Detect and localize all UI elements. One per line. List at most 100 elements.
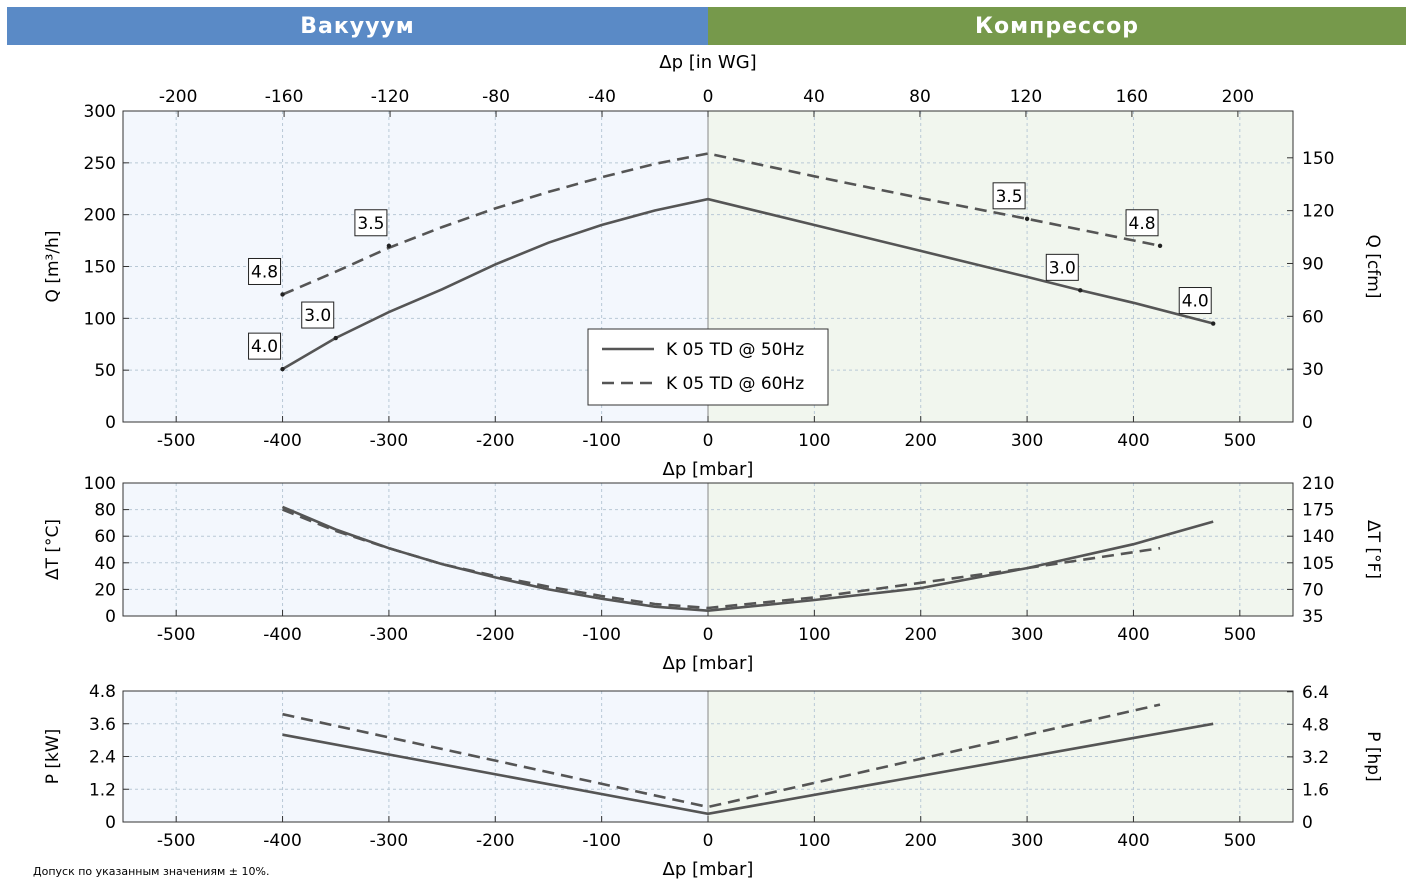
- x-axis-title: Δp [mbar]: [663, 653, 754, 674]
- x-tick-label: 400: [1117, 625, 1149, 645]
- annotation-marker: [1211, 321, 1216, 326]
- annotation-label: 3.5: [996, 187, 1023, 207]
- x-tick-label: 400: [1117, 431, 1149, 451]
- annotation-label: 3.5: [357, 214, 384, 234]
- y-tick-label: 100: [84, 474, 116, 494]
- y2-tick-label: 70: [1302, 580, 1324, 600]
- x-top-tick-label: 200: [1222, 87, 1254, 107]
- series-line-60hz: [282, 508, 1161, 610]
- x-tick-label: 200: [905, 625, 937, 645]
- annotation-label: 4.0: [1182, 292, 1209, 312]
- y-axis-title: Q [m³/h]: [43, 231, 63, 303]
- y-tick-label: 3.6: [89, 715, 116, 735]
- y-tick-label: 300: [84, 102, 116, 122]
- y2-tick-label: 35: [1302, 607, 1324, 627]
- x-top-tick-label: -40: [588, 87, 616, 107]
- y2-tick-label: 1.6: [1302, 780, 1329, 800]
- y-tick-label: 0: [105, 607, 116, 627]
- x-tick-label: -300: [370, 831, 409, 851]
- x-tick-label: 100: [798, 625, 830, 645]
- tolerance-footnote: Допуск по указанным значениям ± 10%.: [33, 865, 270, 878]
- annotation-label: 4.8: [251, 262, 278, 282]
- x-tick-label: -100: [582, 625, 621, 645]
- x-tick-label: 300: [1011, 625, 1043, 645]
- y-tick-label: 60: [94, 527, 116, 547]
- y-axis-title: P [kW]: [43, 729, 63, 785]
- annotation-label: 4.0: [251, 337, 278, 357]
- y-tick-label: 50: [94, 361, 116, 381]
- y2-axis-title: Q [cfm]: [1363, 235, 1383, 299]
- annotation-box: [248, 257, 282, 285]
- x-tick-label: 200: [905, 831, 937, 851]
- annotation-box: [1125, 209, 1159, 237]
- y2-tick-label: 0: [1302, 813, 1313, 833]
- x-tick-label: 400: [1117, 831, 1149, 851]
- y-tick-label: 20: [94, 580, 116, 600]
- x-top-tick-label: 0: [703, 87, 714, 107]
- vacuum-banner: Вакууум: [7, 7, 708, 45]
- series-line-50hz: [282, 722, 1214, 816]
- y2-tick-label: 175: [1302, 501, 1334, 521]
- x-top-axis-title: Δp [in WG]: [659, 52, 756, 73]
- x-top-tick-label: 80: [909, 87, 931, 107]
- legend-label-60hz: K 05 TD @ 60Hz: [666, 374, 804, 394]
- y2-tick-label: 90: [1302, 254, 1324, 274]
- y2-tick-label: 6.4: [1302, 683, 1329, 703]
- annotation-box: [354, 209, 388, 237]
- x-top-tick-label: 160: [1116, 87, 1148, 107]
- annotation-box: [301, 301, 335, 329]
- annotation-box: [248, 332, 282, 360]
- compressor-banner: Компрессор: [708, 7, 1406, 45]
- annotation-label: 3.0: [1049, 258, 1076, 278]
- x-tick-label: 300: [1011, 431, 1043, 451]
- y2-tick-label: 150: [1302, 149, 1334, 169]
- annotation-box: [992, 182, 1026, 210]
- x-tick-label: -200: [476, 625, 515, 645]
- y-tick-label: 200: [84, 206, 116, 226]
- y2-tick-label: 0: [1302, 413, 1313, 433]
- annotation-marker: [1024, 216, 1030, 222]
- y2-tick-label: 60: [1302, 307, 1324, 327]
- annotation-marker: [1157, 243, 1163, 248]
- x-tick-label: 500: [1224, 431, 1256, 451]
- series-line-60hz: [282, 703, 1161, 809]
- annotation-box: [1045, 253, 1079, 281]
- compressor-region: [708, 483, 1293, 616]
- legend-box: [587, 328, 829, 406]
- y-tick-label: 0: [105, 413, 116, 433]
- x-top-tick-label: -80: [482, 87, 510, 107]
- x-tick-label: -100: [582, 831, 621, 851]
- y2-tick-label: 105: [1302, 554, 1334, 574]
- x-tick-label: -200: [476, 831, 515, 851]
- y-axis-title: ΔT [°C]: [43, 519, 63, 580]
- x-top-tick-label: -120: [371, 87, 410, 107]
- x-tick-label: -200: [476, 431, 515, 451]
- x-tick-label: -500: [157, 431, 196, 451]
- x-tick-label: 0: [703, 625, 714, 645]
- x-tick-label: 100: [798, 431, 830, 451]
- x-tick-label: -300: [370, 625, 409, 645]
- x-tick-label: -400: [263, 625, 302, 645]
- y-tick-label: 80: [94, 501, 116, 521]
- x-tick-label: -100: [582, 431, 621, 451]
- y2-tick-label: 3.2: [1302, 748, 1329, 768]
- annotation-marker: [280, 292, 285, 297]
- y2-tick-label: 120: [1302, 202, 1334, 222]
- y2-tick-label: 30: [1302, 360, 1324, 380]
- x-tick-label: 200: [905, 431, 937, 451]
- y2-axis-title: ΔT [°F]: [1363, 520, 1383, 579]
- x-tick-label: -500: [157, 625, 196, 645]
- y-tick-label: 150: [84, 258, 116, 278]
- annotation-marker: [333, 335, 338, 341]
- annotation-label: 4.8: [1129, 214, 1156, 234]
- vacuum-region: [123, 691, 708, 822]
- x-top-tick-label: -200: [159, 87, 198, 107]
- annotation-marker: [280, 366, 285, 372]
- x-axis-title: Δp [mbar]: [663, 459, 754, 480]
- x-tick-label: -500: [157, 831, 196, 851]
- y-tick-label: 40: [94, 554, 116, 574]
- y2-tick-label: 140: [1302, 527, 1334, 547]
- x-tick-label: 300: [1011, 831, 1043, 851]
- x-tick-label: 500: [1224, 831, 1256, 851]
